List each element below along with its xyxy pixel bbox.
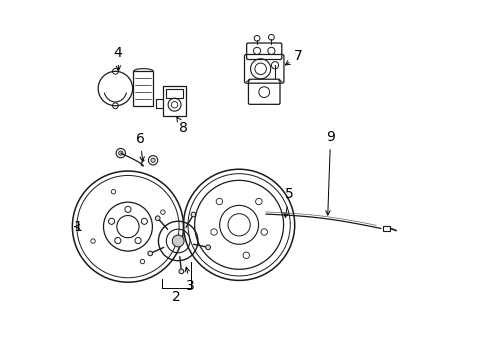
Bar (382, 226, 389, 230)
Bar (163, 86, 186, 116)
Text: 1: 1 (73, 220, 82, 234)
Text: 4: 4 (113, 46, 122, 70)
Text: 5: 5 (284, 187, 293, 217)
Circle shape (205, 245, 210, 250)
Circle shape (172, 235, 183, 247)
Text: 2: 2 (172, 289, 181, 303)
Circle shape (155, 216, 160, 221)
Text: 6: 6 (136, 132, 144, 161)
Circle shape (191, 212, 195, 217)
Bar (133, 71, 153, 106)
Circle shape (119, 151, 122, 155)
Text: 7: 7 (285, 49, 302, 65)
Text: 8: 8 (177, 117, 187, 135)
Circle shape (151, 158, 155, 162)
Text: 3: 3 (185, 267, 195, 293)
Circle shape (179, 269, 183, 274)
Circle shape (147, 251, 152, 256)
Text: 9: 9 (325, 130, 334, 215)
Bar (165, 89, 183, 98)
